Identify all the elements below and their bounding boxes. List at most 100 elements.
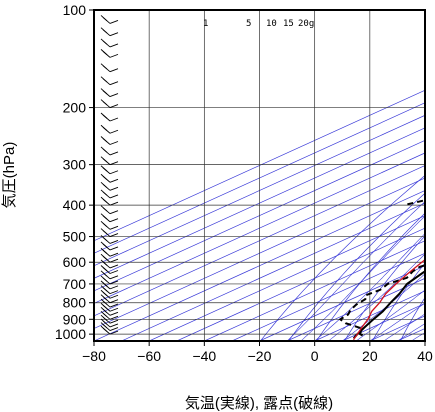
mixing-ratio-label: 15 [283,19,294,29]
y-tick-label: 700 [63,276,87,292]
wind-barb [100,189,119,199]
isotherm-line [94,102,425,254]
isotherm-line [424,340,425,341]
moist-adiabat-line [424,340,425,341]
isotherm-line [94,127,425,279]
y-tick-label: 600 [63,254,87,270]
moist-adiabat-line [342,273,425,341]
isotherm-line [94,190,425,341]
y-tick-label: 900 [63,311,87,327]
isotherm-line [259,265,425,341]
mixing-ratio-label: 1 [203,19,208,29]
mixing-ratio-label: 10 [266,19,277,29]
isotherm-line [94,165,425,317]
isotherm-line [94,152,425,304]
wind-barb [100,15,119,24]
dry-adiabat-line [288,192,425,341]
dry-adiabat-line [400,296,425,341]
isotherm-line [94,114,425,267]
background-grid: 1 5 10 15 20g [94,10,435,341]
moist-adiabat-line [300,215,425,341]
wind-barb [100,289,119,299]
wind-barb [100,112,119,122]
wind-barb [100,275,119,285]
y-tick-label: 300 [63,157,87,173]
wind-barb [100,49,119,58]
wind-barb [100,298,119,308]
moist-adiabat-line [411,332,425,341]
dry-adiabat-line [372,262,425,341]
wind-barb [100,314,119,324]
wind-barb [100,213,119,223]
moist-adiabat-line [383,313,425,341]
wind-barb [100,310,119,320]
x-tick-label: −20 [248,348,272,364]
isotherm-line [94,177,425,329]
axes: −80 −60 −40 −20 0 20 40 100 200 300 400 500 600 700 80… [55,2,433,364]
isotherm-line [94,140,425,292]
isotherm-line [176,227,425,341]
wind-barb [100,124,119,134]
moist-adiabat-line [314,233,425,341]
wind-barb [100,146,119,156]
x-tick-label: 20 [362,348,378,364]
x-tick-label: −60 [137,348,161,364]
y-axis-label: 気圧(hPa) [1,142,18,209]
wind-barb [100,156,119,166]
mixing-ratio-label: 20g [298,19,314,29]
y-tick-label: 400 [63,197,87,213]
wind-barb [100,181,119,191]
wind-barb [100,228,119,237]
wind-barb [100,302,119,312]
dry-adiabat-line [316,212,425,341]
moist-adiabat-line [355,289,425,341]
y-tick-label: 800 [63,295,87,311]
wind-barb [100,280,119,290]
wind-barb [100,165,119,175]
moist-adiabat-line [369,302,425,341]
wind-barb [100,285,119,295]
wind-barb [100,27,119,37]
isotherm-line [286,277,425,341]
y-tick-label: 1000 [55,326,86,342]
wind-barb [100,173,119,183]
temperature-line [352,270,425,339]
moist-adiabat-line [328,253,425,341]
wind-barb [100,265,119,274]
wind-barbs [100,10,119,335]
x-tick-label: −80 [82,348,106,364]
wind-barb [100,63,119,73]
wind-barb [100,76,119,86]
wind-barb [100,99,119,108]
isotherm-line [121,202,425,341]
isotherm-line [149,215,425,341]
isotherm-line [231,252,425,341]
wind-barb [100,205,119,215]
wind-barb [100,221,119,230]
y-tick-label: 100 [63,2,87,18]
moist-adiabat-line [286,201,425,341]
parcel-line [352,258,425,341]
wind-barb [100,247,119,257]
wind-barb [100,253,119,263]
wind-barb [100,136,119,145]
wind-barb [100,325,119,335]
wind-barb [100,196,119,206]
isotherm-line [204,240,425,341]
wind-barb [100,241,119,251]
data-lines [338,199,425,341]
wind-barb [100,307,119,316]
wind-barb [100,38,119,48]
dry-adiabat-line [344,235,425,341]
wind-barb [109,10,112,11]
x-tick-label: 40 [417,348,433,364]
wind-barb [100,235,119,244]
dry-adiabat-line [428,10,435,341]
wind-barb [100,318,119,328]
isotherm-line [94,89,425,242]
wind-barb [100,88,119,98]
wind-barb [100,294,119,304]
x-axis-label: 気温(実線), 露点(破線) [185,395,333,412]
y-tick-label: 200 [63,100,87,116]
